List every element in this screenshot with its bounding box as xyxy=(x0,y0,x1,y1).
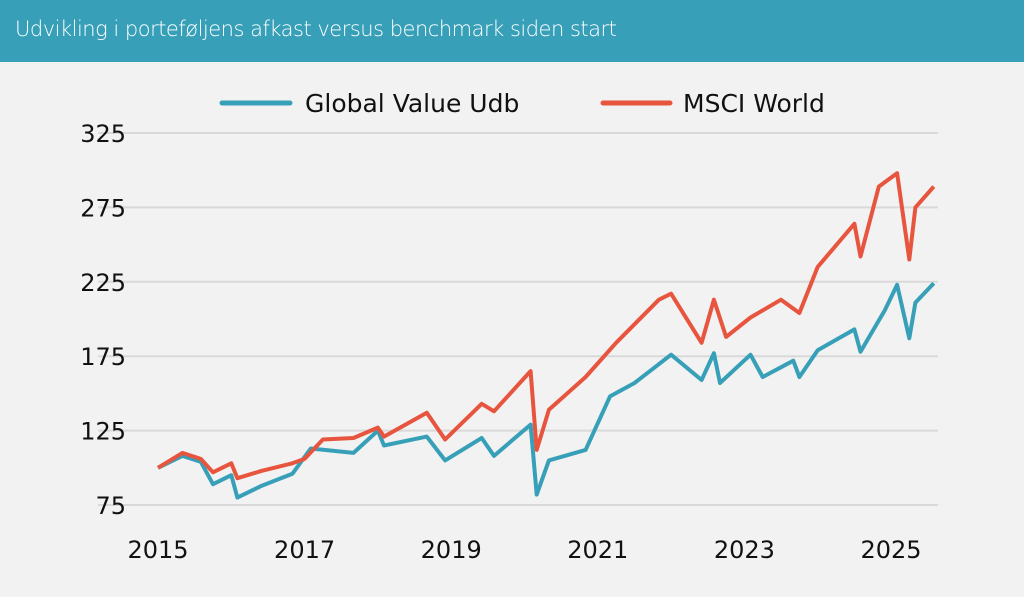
y-tick-label: 175 xyxy=(80,343,126,371)
x-tick-label: 2023 xyxy=(714,536,775,564)
y-tick-label: 75 xyxy=(95,492,126,520)
series-line-msci-world xyxy=(156,171,936,481)
y-tick-label: 325 xyxy=(80,120,126,148)
y-tick-label: 225 xyxy=(80,269,126,297)
legend-label-global-value-udb: Global Value Udb xyxy=(305,89,519,118)
legend: Global Value Udb MSCI World xyxy=(219,89,825,118)
legend-label-msci-world: MSCI World xyxy=(683,89,825,118)
series-line-global-value-udb xyxy=(157,281,936,500)
y-tick-label: 275 xyxy=(80,194,126,222)
x-tick-label: 2015 xyxy=(127,536,188,564)
x-tick-label: 2017 xyxy=(274,536,335,564)
x-tick-label: 2019 xyxy=(421,536,482,564)
x-tick-label: 2025 xyxy=(860,536,921,564)
chart-title: Udvikling i porteføljens afkast versus b… xyxy=(15,17,617,41)
header-bar: Udvikling i porteføljens afkast versus b… xyxy=(0,0,1024,62)
x-tick-label: 2021 xyxy=(567,536,628,564)
y-tick-label: 125 xyxy=(80,418,126,446)
